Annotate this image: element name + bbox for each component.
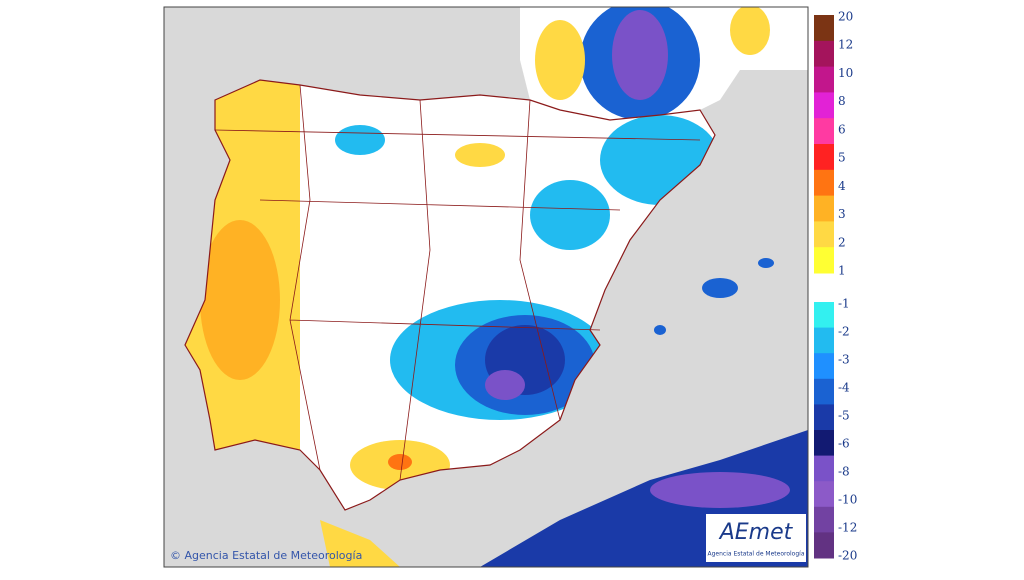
legend-swatch bbox=[814, 455, 834, 482]
warm-area bbox=[730, 7, 770, 55]
legend-label: -8 bbox=[838, 465, 850, 479]
legend-label: -1 bbox=[838, 297, 850, 311]
legend: 20 12 10 8 6 5 4 3 2 1 -1 -2 -3 -4 -5 -6 -8 -10 -12 -20 bbox=[814, 10, 857, 563]
legend-swatch bbox=[814, 169, 834, 197]
logo-subtitle: Agencia Estatal de Meteorología bbox=[708, 551, 805, 558]
cold-area bbox=[530, 180, 610, 250]
island bbox=[702, 278, 738, 298]
legend-label: -10 bbox=[838, 493, 857, 507]
legend-swatch bbox=[814, 118, 834, 145]
legend-swatch bbox=[814, 378, 834, 405]
legend-label: -2 bbox=[838, 325, 850, 339]
cold-area bbox=[335, 125, 385, 155]
warm-area bbox=[388, 454, 412, 470]
warm-area bbox=[455, 143, 505, 167]
legend-label: 4 bbox=[838, 179, 846, 193]
map-frame bbox=[163, 6, 809, 568]
legend-swatch bbox=[814, 195, 834, 222]
legend-swatch bbox=[814, 144, 834, 171]
legend-label: -3 bbox=[838, 353, 850, 367]
legend-swatch bbox=[814, 302, 834, 329]
legend-swatch bbox=[814, 92, 834, 119]
logo-box bbox=[706, 514, 806, 562]
legend-label: -5 bbox=[838, 409, 850, 423]
legend-label: 20 bbox=[838, 10, 853, 24]
warm-area bbox=[320, 520, 400, 567]
legend-swatch bbox=[814, 506, 834, 533]
legend-swatch bbox=[814, 66, 834, 93]
island bbox=[654, 325, 666, 335]
legend-label: 6 bbox=[838, 122, 846, 136]
island bbox=[758, 258, 774, 268]
cold-area bbox=[485, 370, 525, 400]
legend-label: -20 bbox=[838, 549, 857, 563]
cold-area bbox=[612, 10, 668, 100]
warm-area bbox=[200, 220, 280, 380]
logo: AEmet bbox=[718, 520, 794, 545]
legend-label: -12 bbox=[838, 521, 857, 535]
legend-swatch bbox=[814, 327, 834, 354]
warm-area bbox=[535, 20, 585, 100]
copyright: © Agencia Estatal de Meteorología bbox=[170, 549, 362, 562]
cold-area bbox=[650, 472, 790, 508]
legend-swatch bbox=[814, 40, 834, 68]
legend-swatch bbox=[814, 404, 834, 431]
province-borders bbox=[214, 84, 701, 481]
legend-label: 2 bbox=[838, 235, 846, 249]
legend-label: -6 bbox=[838, 437, 850, 451]
legend-label: 3 bbox=[838, 207, 846, 221]
legend-swatch bbox=[814, 15, 834, 42]
legend-swatch bbox=[814, 532, 834, 559]
legend-label: -4 bbox=[838, 381, 850, 395]
legend-swatch bbox=[814, 353, 834, 380]
legend-swatch bbox=[814, 221, 834, 248]
legend-swatch bbox=[814, 247, 834, 274]
legend-swatch bbox=[814, 430, 834, 457]
map bbox=[164, 7, 808, 567]
legend-label: 8 bbox=[838, 94, 846, 108]
legend-label: 5 bbox=[838, 151, 846, 165]
legend-label: 12 bbox=[838, 38, 853, 52]
legend-label: 1 bbox=[838, 264, 846, 278]
legend-label: 10 bbox=[838, 66, 853, 80]
legend-swatch bbox=[814, 481, 834, 508]
